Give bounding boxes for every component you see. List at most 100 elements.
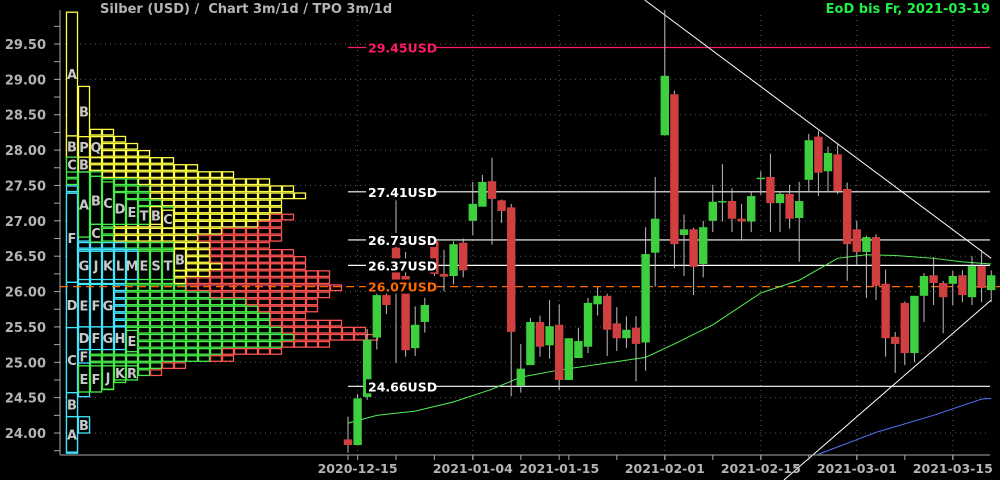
tpo-cell — [173, 164, 187, 171]
tpo-cell — [257, 291, 271, 299]
candle-down — [766, 176, 775, 204]
tpo-cell — [233, 199, 247, 207]
tpo-cell — [173, 270, 187, 278]
tpo-cell — [209, 355, 223, 362]
tpo-letter: M — [126, 259, 139, 274]
tpo-cell — [161, 227, 175, 235]
tpo-letter: B — [79, 106, 89, 121]
tpo-cell — [281, 305, 295, 313]
tpo-cell — [137, 305, 151, 313]
tpo-letter-block — [125, 198, 139, 226]
tpo-letter: D — [79, 332, 90, 347]
y-tick-label: 24.50 — [5, 392, 46, 407]
tpo-cell — [161, 192, 175, 200]
tpo-cell — [281, 319, 295, 327]
tpo-cell — [233, 185, 247, 193]
tpo-cell — [113, 227, 127, 235]
tpo-letter-block — [77, 250, 91, 281]
tpo-cell — [185, 291, 199, 299]
tpo-cell — [317, 326, 331, 334]
tpo-cell — [113, 135, 127, 143]
tpo-cell — [185, 277, 199, 285]
tpo-cell — [197, 256, 211, 263]
tpo-cell — [149, 241, 163, 249]
tpo-cell — [317, 270, 331, 278]
tpo-cell — [125, 355, 139, 362]
tpo-cell — [317, 291, 331, 299]
tpo-cell — [173, 362, 187, 370]
price-level-labels: 29.45USD 27.41USD 26.73USD 26.37USD 26.07USD… — [366, 40, 437, 394]
tpo-letter-block — [113, 326, 127, 351]
tpo-cell — [137, 312, 151, 320]
tpo-cell — [173, 298, 187, 306]
candle-up — [910, 295, 919, 354]
tpo-cell — [257, 192, 271, 200]
tpo-cell — [221, 312, 235, 320]
tpo-cell — [101, 149, 115, 157]
tpo-cell — [245, 298, 259, 306]
tpo-cell — [65, 185, 79, 193]
candle-up — [699, 227, 708, 264]
candle-down — [737, 218, 746, 222]
tpo-cell — [245, 199, 259, 207]
tpo-cell — [221, 185, 235, 193]
y-tick-label: 26.50 — [5, 250, 46, 265]
tpo-cell — [125, 284, 139, 292]
tpo-cell — [137, 355, 151, 362]
tpo-cell — [185, 340, 199, 348]
tpo-cell — [137, 291, 151, 299]
tpo-cell — [161, 157, 175, 164]
tpo-cell — [125, 234, 139, 242]
tpo-cell — [101, 355, 115, 362]
candle-down — [871, 237, 881, 286]
tpo-cell — [173, 227, 187, 235]
tpo-cell — [161, 326, 175, 334]
tpo-cell — [113, 284, 127, 292]
tpo-cell — [125, 157, 139, 164]
y-tick-label: 28.00 — [5, 144, 46, 159]
y-tick-label: 24.00 — [5, 427, 46, 442]
tpo-letter-block — [89, 326, 103, 351]
tpo-cell — [281, 333, 295, 341]
tpo-cell — [89, 164, 103, 171]
tpo-cell — [137, 340, 151, 348]
tpo-cell — [293, 333, 307, 341]
tpo-cell — [173, 340, 187, 348]
tpo-letter: B — [175, 254, 185, 269]
tpo-cell — [317, 333, 331, 341]
tpo-cell — [269, 298, 283, 306]
tpo-letter: B — [91, 194, 101, 209]
tpo-cell — [185, 312, 199, 320]
tpo-cell — [221, 234, 235, 242]
y-tick-label: 26.00 — [5, 286, 46, 301]
tpo-cell — [197, 213, 211, 221]
tpo-cell — [197, 206, 211, 214]
tpo-cell — [185, 206, 199, 214]
tpo-cell — [197, 185, 211, 193]
tpo-cell — [245, 305, 259, 313]
tpo-cell — [305, 305, 319, 313]
tpo-cell — [161, 291, 175, 299]
tpo-cell — [221, 171, 235, 179]
candle-up — [651, 218, 660, 253]
candle-down — [891, 336, 900, 344]
tpo-cell — [101, 241, 115, 249]
tpo-cell — [233, 305, 247, 313]
tpo-cell — [137, 164, 151, 171]
tpo-cell — [245, 185, 259, 193]
candle-up — [411, 324, 420, 349]
tpo-cell — [149, 199, 163, 207]
tpo-cell — [185, 164, 199, 171]
tpo-cell — [197, 319, 211, 327]
tpo-cell — [197, 277, 211, 285]
candle-up — [353, 398, 362, 446]
tpo-cell — [233, 284, 247, 292]
tpo-cell — [161, 319, 175, 327]
tpo-cell — [149, 178, 163, 186]
tpo-cell — [137, 362, 151, 370]
tpo-cell — [257, 298, 271, 306]
tpo-cell — [221, 340, 235, 348]
tpo-cell — [113, 185, 127, 193]
tpo-letter: J — [105, 371, 111, 386]
candle-down — [401, 275, 410, 351]
